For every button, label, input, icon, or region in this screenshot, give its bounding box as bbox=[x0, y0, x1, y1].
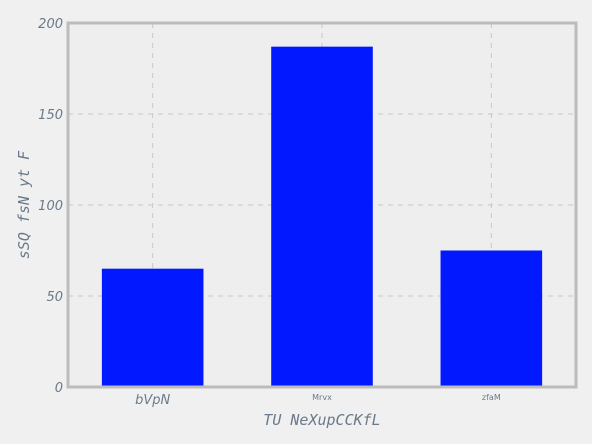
y-tick-label: 0 bbox=[55, 381, 63, 396]
bar-zfaM bbox=[440, 250, 543, 387]
x-tick-label: Mrvx bbox=[312, 393, 332, 402]
y-tick-labels: 0 50 100 150 200 bbox=[38, 17, 63, 396]
y-tick-label: 200 bbox=[38, 17, 63, 32]
y-tick-label: 150 bbox=[38, 108, 63, 123]
x-tick-label: zfaM bbox=[482, 393, 501, 402]
bar-Mrvx bbox=[271, 46, 373, 387]
bar-bVpN bbox=[101, 268, 204, 387]
y-tick-label: 50 bbox=[46, 290, 63, 305]
plot-frame bbox=[66, 21, 578, 389]
x-tick-label: bVpN bbox=[135, 393, 170, 408]
bars bbox=[101, 46, 543, 387]
y-axis-label: sSQ fsN yt F bbox=[15, 150, 33, 259]
x-axis-label: TU NeXupCCKfL bbox=[263, 411, 380, 429]
x-tick-labels: bVpN Mrvx zfaM bbox=[135, 393, 501, 408]
y-tick-label: 100 bbox=[38, 199, 63, 214]
